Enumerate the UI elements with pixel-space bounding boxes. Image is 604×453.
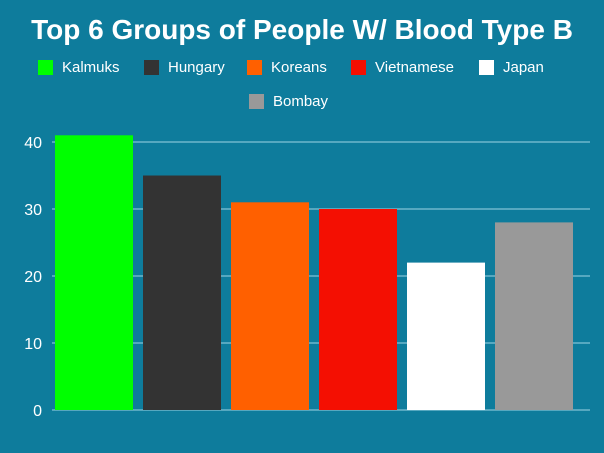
y-tick-label: 0	[33, 403, 42, 420]
legend-label: Koreans	[271, 59, 327, 76]
bar-hungary	[143, 175, 221, 410]
bar-vietnamese	[319, 209, 397, 410]
legend-swatch	[38, 60, 53, 75]
y-tick-label: 10	[24, 336, 42, 353]
chart-title: Top 6 Groups of People W/ Blood Type B	[31, 14, 573, 45]
y-tick-label: 20	[24, 269, 42, 286]
legend-label: Japan	[503, 59, 544, 76]
y-tick-label: 40	[24, 135, 42, 152]
legend-label: Hungary	[168, 59, 225, 76]
legend-swatch	[249, 94, 264, 109]
bar-kalmuks	[55, 135, 133, 411]
legend-swatch	[479, 60, 494, 75]
legend-swatch	[144, 60, 159, 75]
bar-bombay	[495, 222, 573, 410]
bar-japan	[407, 262, 485, 410]
y-tick-label: 30	[24, 202, 42, 219]
legend-swatch	[351, 60, 366, 75]
legend-label: Kalmuks	[62, 59, 120, 76]
legend-label: Vietnamese	[375, 59, 454, 76]
legend-swatch	[247, 60, 262, 75]
legend-label: Bombay	[273, 93, 329, 110]
bar-koreans	[231, 202, 309, 410]
